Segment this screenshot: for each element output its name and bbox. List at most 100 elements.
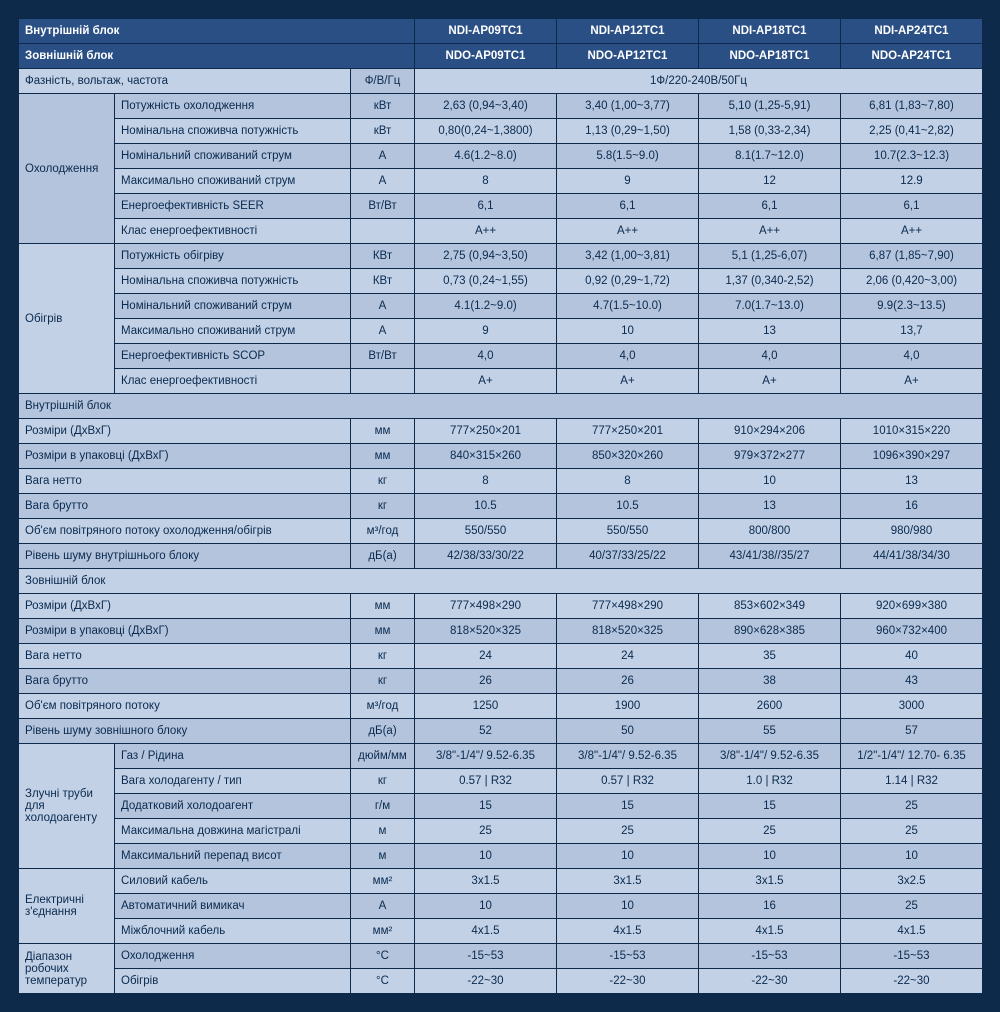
pipes-r2-v3: 25 <box>841 794 983 819</box>
heating-r3-v1: 10 <box>557 319 699 344</box>
cooling-r2-v1: 5.8(1.5~9.0) <box>557 144 699 169</box>
temps-r1-v2: -22~30 <box>699 969 841 994</box>
cooling-r4-v1: 6,1 <box>557 194 699 219</box>
indoor-r4-v3: 980/980 <box>841 519 983 544</box>
cooling-r1-v1: 1,13 (0,29~1,50) <box>557 119 699 144</box>
indoor-r3-label: Вага брутто <box>19 494 351 519</box>
heating-r3-unit: А <box>351 319 415 344</box>
phase-unit: Ф/В/Гц <box>351 69 415 94</box>
pipes-r1-v0: 0.57 | R32 <box>415 769 557 794</box>
heating-r3-v2: 13 <box>699 319 841 344</box>
heating-r1-v2: 1,37 (0,340-2,52) <box>699 269 841 294</box>
cooling-r5-unit <box>351 219 415 244</box>
electrical-r2-v2: 4х1.5 <box>699 919 841 944</box>
heating-r2-v2: 7.0(1.7~13.0) <box>699 294 841 319</box>
electrical-r2-v0: 4х1.5 <box>415 919 557 944</box>
pipes-r0-v2: 3/8"-1/4"/ 9.52-6.35 <box>699 744 841 769</box>
heating-r5-v3: A+ <box>841 369 983 394</box>
indoor-r2-v3: 13 <box>841 469 983 494</box>
indoor-r1-v3: 1096×390×297 <box>841 444 983 469</box>
electrical-r0-v1: 3х1.5 <box>557 869 699 894</box>
heating-r2-v0: 4.1(1.2~9.0) <box>415 294 557 319</box>
electrical-r1-v3: 25 <box>841 894 983 919</box>
pipes-r3-unit: м <box>351 819 415 844</box>
indoor-r1-label: Розміри в упаковці (ДхВхГ) <box>19 444 351 469</box>
indoor-r3-unit: кг <box>351 494 415 519</box>
pipes-r2-unit: г/м <box>351 794 415 819</box>
pipes-r1-unit: кг <box>351 769 415 794</box>
outdoor-r2-v1: 24 <box>557 644 699 669</box>
outdoor-r0-v2: 853×602×349 <box>699 594 841 619</box>
indoor-r5-v0: 42/38/33/30/22 <box>415 544 557 569</box>
pipes-r2-v0: 15 <box>415 794 557 819</box>
outdoor-r2-unit: кг <box>351 644 415 669</box>
indoor-r4-v2: 800/800 <box>699 519 841 544</box>
pipes-r2-label: Додатковий холодоагент <box>115 794 351 819</box>
outdoor-r3-v2: 38 <box>699 669 841 694</box>
cooling-r3-v0: 8 <box>415 169 557 194</box>
electrical-r1-v0: 10 <box>415 894 557 919</box>
heating-r3-v3: 13,7 <box>841 319 983 344</box>
pipes-r1-v1: 0.57 | R32 <box>557 769 699 794</box>
outdoor-r5-v2: 55 <box>699 719 841 744</box>
electrical-r0-v2: 3х1.5 <box>699 869 841 894</box>
indoor-r5-v3: 44/41/38/34/30 <box>841 544 983 569</box>
outdoor-r3-unit: кг <box>351 669 415 694</box>
indoor-r3-v3: 16 <box>841 494 983 519</box>
outdoor-r2-v2: 35 <box>699 644 841 669</box>
pipes-r3-v2: 25 <box>699 819 841 844</box>
outdoor-r5-label: Рівень шуму зовнішного блоку <box>19 719 351 744</box>
heating-r4-v1: 4,0 <box>557 344 699 369</box>
pipes-r3-v3: 25 <box>841 819 983 844</box>
heating-r4-v3: 4,0 <box>841 344 983 369</box>
indoor-r0-v3: 1010×315×220 <box>841 419 983 444</box>
electrical-r1-label: Автоматичний вимикач <box>115 894 351 919</box>
indoor-r4-label: Об'єм повітряного потоку охолодження/обі… <box>19 519 351 544</box>
temps-r0-v0: -15~53 <box>415 944 557 969</box>
indoor-r2-v2: 10 <box>699 469 841 494</box>
pipes-r4-v0: 10 <box>415 844 557 869</box>
electrical-r0-unit: мм² <box>351 869 415 894</box>
indoor-r4-v1: 550/550 <box>557 519 699 544</box>
outdoor-r5-v0: 52 <box>415 719 557 744</box>
outdoor-r2-v3: 40 <box>841 644 983 669</box>
cooling-r2-label: Номінальний споживаний струм <box>115 144 351 169</box>
indoor-block-title: Внутрішній блок <box>19 394 983 419</box>
heating-r3-label: Максимально споживаний струм <box>115 319 351 344</box>
indoor-r1-v2: 979×372×277 <box>699 444 841 469</box>
temps-r0-v2: -15~53 <box>699 944 841 969</box>
model-m1: NDI-AP09TC1 <box>415 19 557 44</box>
model-m4: NDI-AP24TC1 <box>841 19 983 44</box>
outdoor-r1-v0: 818×520×325 <box>415 619 557 644</box>
electrical-r2-v3: 4х1.5 <box>841 919 983 944</box>
pipes-r0-label: Газ / Рідина <box>115 744 351 769</box>
electrical-r2-label: Міжблочний кабель <box>115 919 351 944</box>
outdoor-r1-v3: 960×732×400 <box>841 619 983 644</box>
indoor-r2-v1: 8 <box>557 469 699 494</box>
temps-group: Діапазон робочих температур <box>19 944 115 994</box>
cooling-r5-v3: A++ <box>841 219 983 244</box>
cooling-r4-v2: 6,1 <box>699 194 841 219</box>
cooling-r5-v2: A++ <box>699 219 841 244</box>
outdoor-r0-v0: 777×498×290 <box>415 594 557 619</box>
indoor-r2-label: Вага нетто <box>19 469 351 494</box>
pipes-r0-v3: 1/2"-1/4"/ 12.70- 6.35 <box>841 744 983 769</box>
cooling-r4-unit: Вт/Вт <box>351 194 415 219</box>
cooling-r3-v3: 12.9 <box>841 169 983 194</box>
heating-group: Обігрів <box>19 244 115 394</box>
heating-r4-unit: Вт/Вт <box>351 344 415 369</box>
heating-r5-v2: A+ <box>699 369 841 394</box>
outdoor-r5-v1: 50 <box>557 719 699 744</box>
indoor-r1-v1: 850×320×260 <box>557 444 699 469</box>
indoor-r0-v1: 777×250×201 <box>557 419 699 444</box>
phase-label: Фазність, вольтаж, частота <box>19 69 351 94</box>
electrical-r1-v1: 10 <box>557 894 699 919</box>
cooling-r1-v0: 0,80(0,24~1,3800) <box>415 119 557 144</box>
outdoor-r3-label: Вага брутто <box>19 669 351 694</box>
electrical-r0-label: Силовий кабель <box>115 869 351 894</box>
heating-r4-v2: 4,0 <box>699 344 841 369</box>
heating-r0-unit: КВт <box>351 244 415 269</box>
heating-r2-v1: 4.7(1.5~10.0) <box>557 294 699 319</box>
cooling-r4-v3: 6,1 <box>841 194 983 219</box>
indoor-r1-v0: 840×315×260 <box>415 444 557 469</box>
